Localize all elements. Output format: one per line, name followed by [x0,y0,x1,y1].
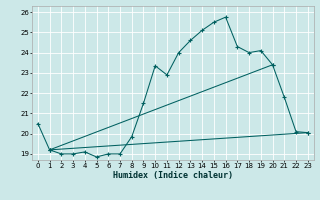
X-axis label: Humidex (Indice chaleur): Humidex (Indice chaleur) [113,171,233,180]
